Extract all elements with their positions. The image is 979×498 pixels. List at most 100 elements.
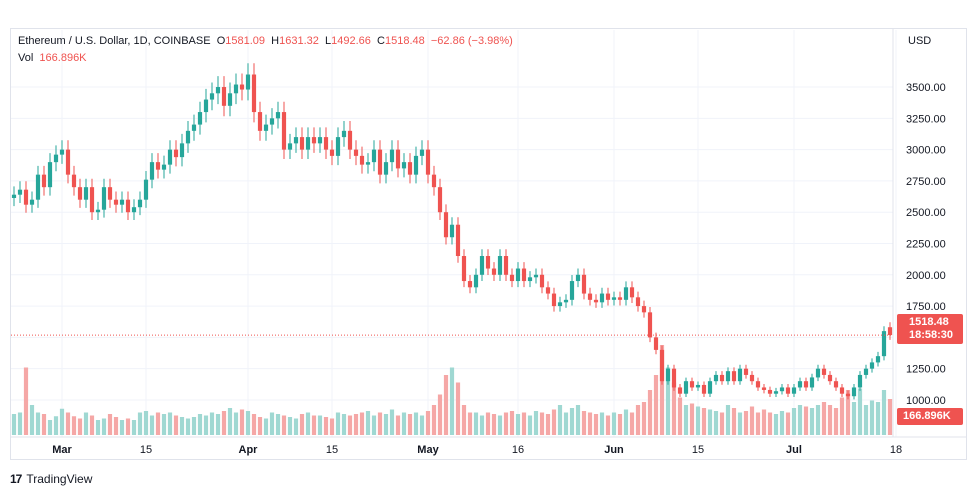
candle-body [413,155,419,175]
volume-bar [29,405,35,435]
candle-body [245,74,251,90]
volume-bar [281,415,287,435]
candle-body [809,377,815,388]
x-tick-label: 15 [140,444,152,456]
candle-body [881,331,887,357]
candle-body [299,137,305,150]
candle-body [527,277,533,282]
candle-body [467,281,473,288]
volume-bar [23,367,29,435]
volume-bar [269,412,275,435]
y-tick-label: 2250.00 [906,239,946,251]
currency-label[interactable]: USD [908,35,932,47]
last-volume-tag: 166.896K [897,408,963,425]
volume-bar [437,394,443,435]
x-tick-label: Jun [604,444,624,456]
volume-bar [671,382,677,435]
candle-body [107,187,113,200]
volume-bar [11,414,17,435]
candle-body [695,384,701,388]
volume-bar [53,416,59,435]
volume-bar [485,412,491,435]
y-tick-label: 1750.00 [906,301,946,313]
candle-body [473,274,479,288]
candle-body [485,256,491,269]
volume-bar [821,402,827,435]
y-tick-label: 3250.00 [906,113,946,125]
volume-bar [467,412,473,435]
candle-body [341,130,347,138]
brand-name: TradingView [26,472,93,486]
candle-body [425,149,431,175]
volume-bar [83,412,89,435]
volume-bar [533,411,539,435]
volume-bar [263,418,269,435]
volume-bar [149,415,155,435]
volume-bar [857,388,863,435]
candle-body [641,306,647,313]
x-tick-label: Mar [52,444,72,456]
symbol-title[interactable]: Ethereum / U.S. Dollar, 1D, COINBASE [18,35,211,47]
candle-body [647,312,653,338]
candle-body [515,268,521,282]
volume-bar [611,412,617,435]
candle-body [329,149,335,156]
candle-body [659,349,665,382]
candle-body [545,287,551,294]
volume-bar [389,409,395,435]
candle-body [875,356,881,363]
candle-body [149,162,155,180]
volume-bar [473,412,479,435]
volume-bar [773,414,779,435]
candle-body [395,149,401,169]
volume-bar [227,408,233,435]
candle-body [83,187,89,200]
volume-bar [401,412,407,435]
x-tick-label: 15 [692,444,704,456]
volume-bar [665,367,671,435]
volume-bar [743,411,749,435]
volume-bar [539,412,545,435]
open-value: 1581.09 [225,35,266,47]
candle-body [233,84,239,94]
candle-body [221,87,227,106]
volume-bar [137,412,143,435]
candle-body [569,281,575,300]
volume-bar [875,402,881,435]
candle-body [563,299,569,303]
volume-bar [275,414,281,435]
candle-body [857,374,863,388]
candle-body [509,274,515,282]
candle-body [491,268,497,275]
volume-bar [605,415,611,435]
candle-body [521,268,527,282]
volume-bar [125,418,131,435]
candle-body [773,391,779,394]
candle-body [275,112,281,119]
volume-bar [257,417,263,435]
volume-bar [353,414,359,435]
volume-bar [887,399,893,435]
volume-bar [317,415,323,435]
candle-body [419,149,425,156]
candle-body [599,293,605,303]
volume-bar [491,414,497,435]
candle-body [761,387,767,390]
volume-bar [575,405,581,435]
candle-body [293,137,299,144]
volume-bar [587,412,593,435]
candle-body [359,155,365,165]
candle-body [35,174,41,200]
y-tick-label: 2000.00 [906,270,946,282]
volume-bar [191,417,197,435]
tradingview-brand[interactable]: 17 TradingView [10,472,92,486]
tradingview-logo-icon: 17 [10,472,22,486]
candle-body [803,381,809,388]
volume-bar [677,397,683,435]
volume-bar [101,418,107,435]
candle-body [587,293,593,300]
volume-bar [599,412,605,435]
candle-body [311,137,317,144]
candle-body [377,149,383,175]
